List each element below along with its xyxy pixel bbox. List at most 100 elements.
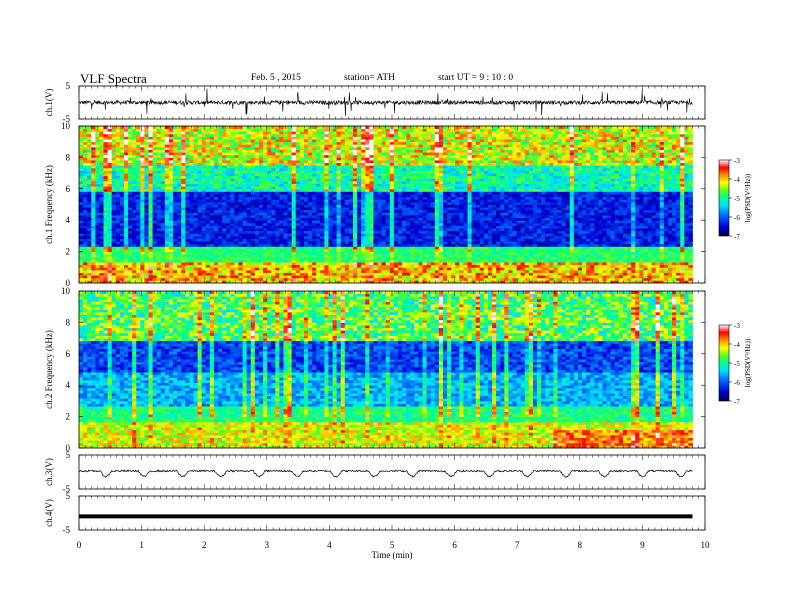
ch1-spectrogram-cell: [275, 173, 279, 176]
ch1-spectrogram-cell: [267, 257, 271, 260]
ch1-spectrogram-cell: [308, 233, 312, 236]
ch1-spectrogram-cell: [357, 236, 361, 239]
ch1-spectrogram-cell: [157, 129, 161, 132]
ch1-spectrogram-cell: [292, 186, 296, 189]
ch1-spectrogram-cell: [341, 218, 345, 221]
ch1-spectrogram-cell: [243, 142, 247, 145]
ch1-spectrogram-cell: [230, 233, 234, 236]
ch1-spectrogram-cell: [263, 267, 267, 270]
ch1-spectrogram-cell: [308, 228, 312, 231]
ch1-spectrogram-cell: [177, 270, 181, 273]
ch1-spectrogram-cell: [386, 136, 390, 139]
ch1-spectrogram-cell: [149, 275, 153, 278]
ch1-spectrogram-cell: [263, 134, 267, 137]
ch1-spectrogram-cell: [243, 228, 247, 231]
ch1-spectrogram-cell: [288, 225, 292, 228]
ch1-spectrogram-cell: [292, 202, 296, 205]
ch1-spectrogram-cell: [189, 170, 193, 173]
ch1-spectrogram-cell: [267, 236, 271, 239]
ch1-spectrogram-cell: [296, 231, 300, 234]
ch1-spectrogram-cell: [181, 170, 185, 173]
ch1-spectrogram-cell: [243, 220, 247, 223]
ch1-spectrogram-cell: [312, 199, 316, 202]
ch1-spectrogram-cell: [161, 254, 165, 257]
ch1-spectrogram-cell: [243, 225, 247, 228]
ch1-spectrogram-cell: [382, 236, 386, 239]
ch1-spectrogram-cell: [267, 176, 271, 179]
ch1-spectrogram-cell: [91, 139, 95, 142]
ch1-spectrogram-cell: [243, 262, 247, 265]
ch1-spectrogram-cell: [296, 218, 300, 221]
ch1-spectrogram-cell: [226, 210, 230, 213]
ch1-spectrogram-cell: [369, 170, 373, 173]
ch1-spectrogram-cell: [373, 254, 377, 257]
ch1-spectrogram-cell: [239, 207, 243, 210]
ch1-spectrogram-cell: [292, 259, 296, 262]
ch1-spectrogram-cell: [324, 144, 328, 147]
ch1-spectrogram-cell: [181, 210, 185, 213]
ch1-spectrogram-cell: [99, 147, 103, 150]
ch1-spectrogram-cell: [185, 189, 189, 192]
ch1-spectrogram-cell: [95, 136, 99, 139]
ch1-spectrogram-cell: [144, 184, 148, 187]
ch1-spectrogram-cell: [312, 178, 316, 181]
ch1-spectrogram-cell: [124, 168, 128, 171]
ch1-spectrogram-cell: [136, 241, 140, 244]
ch1-spectrogram-cell: [189, 273, 193, 276]
ch1-spectrogram-cell: [292, 139, 296, 142]
ch1-spectrogram-cell: [169, 215, 173, 218]
ch1-spectrogram-cell: [83, 131, 87, 134]
ch1-spectrogram-cell: [185, 142, 189, 145]
ch1-spectrogram-cell: [230, 207, 234, 210]
ch1-spectrogram-cell: [341, 186, 345, 189]
ch1-spectrogram-cell: [373, 244, 377, 247]
ch1-spectrogram-cell: [243, 205, 247, 208]
ch1-spectrogram-cell: [214, 197, 218, 200]
ch1-spectrogram-cell: [333, 215, 337, 218]
ch1-spectrogram-cell: [382, 168, 386, 171]
ch1-spectrogram-cell: [251, 236, 255, 239]
ch1-spectrogram-cell: [386, 218, 390, 221]
ch1-spectrogram-cell: [361, 147, 365, 150]
ch1-spectrogram-cell: [333, 236, 337, 239]
ch1-spectrogram-cell: [247, 233, 251, 236]
ch1-spectrogram-cell: [239, 273, 243, 276]
ch1-spectrogram-cell: [271, 267, 275, 270]
ch1-spectrogram-cell: [239, 144, 243, 147]
ch1-spectrogram-cell: [247, 173, 251, 176]
ch1-spectrogram-cell: [157, 262, 161, 265]
ch1-spectrogram-cell: [144, 212, 148, 215]
ch1-spectrogram-cell: [394, 178, 398, 181]
ch1-spectrogram-cell: [128, 259, 132, 262]
ch1-spectrogram-cell: [222, 275, 226, 278]
ch1-spectrogram-cell: [283, 225, 287, 228]
ch1-spectrogram-cell: [128, 215, 132, 218]
ch1-spectrogram-cell: [337, 273, 341, 276]
ch1-spectrogram-cell: [394, 257, 398, 260]
ch1-spectrogram-cell: [161, 225, 165, 228]
ch1-spectrogram-cell: [194, 160, 198, 163]
ch1-spectrogram-cell: [177, 205, 181, 208]
ch1-spectrogram-cell: [157, 173, 161, 176]
ch1-spectrogram-cell: [132, 184, 136, 187]
ch1-spectrogram-cell: [104, 236, 108, 239]
ch1-spectrogram-cell: [324, 236, 328, 239]
ch1-spectrogram-cell: [95, 228, 99, 231]
ch1-spectrogram-cell: [79, 136, 83, 139]
ch1-spectrogram-cell: [292, 228, 296, 231]
ch1-spectrogram-cell: [349, 176, 353, 179]
ch1-spectrogram-cell: [226, 212, 230, 215]
ch1-spectrogram-cell: [398, 136, 402, 139]
ch1-spectrogram-cell: [214, 150, 218, 153]
ch1-spectrogram-cell: [79, 139, 83, 142]
ch1-spectrogram-cell: [214, 239, 218, 242]
ch1-spectrogram-cell: [222, 254, 226, 257]
ch1-spectrogram-cell: [361, 189, 365, 192]
ch1-spectrogram-cell: [79, 189, 83, 192]
ch1-spectrogram-cell: [390, 249, 394, 252]
ch1-spectrogram-cell: [149, 152, 153, 155]
ch1-spectrogram-cell: [251, 207, 255, 210]
ch1-spectrogram-cell: [316, 142, 320, 145]
ch1-spectrogram-cell: [333, 176, 337, 179]
ch1-spectrogram-cell: [214, 163, 218, 166]
